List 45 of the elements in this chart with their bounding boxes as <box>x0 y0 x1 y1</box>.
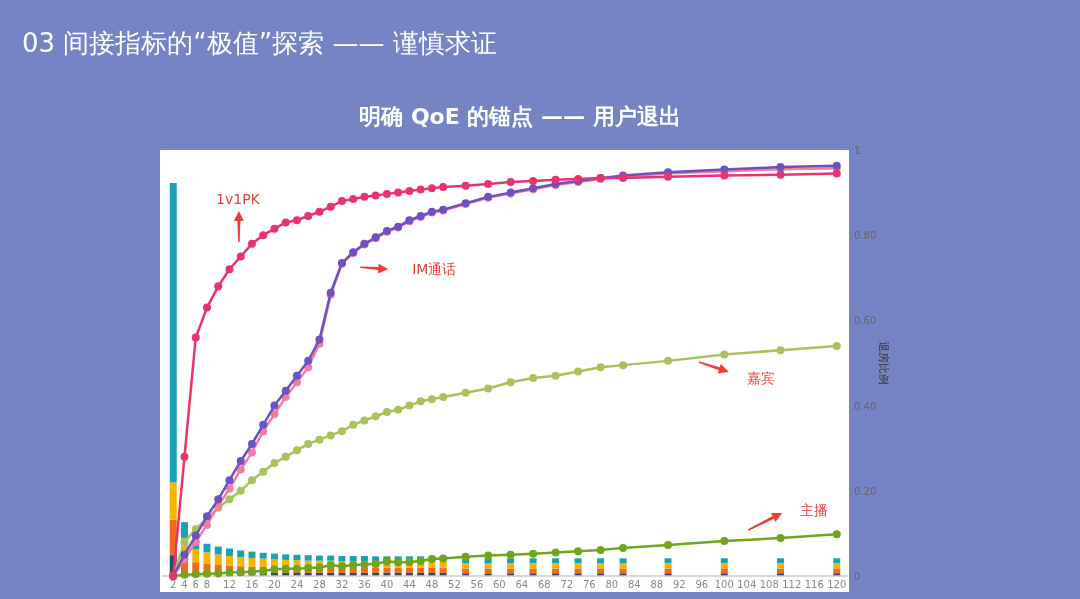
y2-tick-label: 0.80 <box>854 230 877 242</box>
x-tick-label: 36 <box>358 579 371 590</box>
x-tick-label: 64 <box>515 579 529 590</box>
x-tick-label: 6 <box>192 579 199 590</box>
x-tick-label: 76 <box>582 579 596 590</box>
text: IM通话 <box>412 261 457 278</box>
x-tick-label: 8 <box>203 579 211 590</box>
x-tick-label: 12 <box>223 579 236 590</box>
series-label: 主播 <box>800 501 829 518</box>
y2-tick-label: 0.40 <box>854 400 877 412</box>
x-tick-label: 40 <box>380 579 394 590</box>
x-tick-label: 92 <box>672 579 686 590</box>
y2-tick-label: 0.20 <box>854 485 877 497</box>
x-tick-label: 20 <box>268 579 281 590</box>
x-tick-label: 52 <box>448 579 461 590</box>
y2-axis-title: 退房比例 <box>877 341 890 385</box>
series-label: 1v1PK <box>216 190 261 207</box>
x-tick-label: 16 <box>245 579 259 590</box>
x-tick-label: 24 <box>290 579 304 590</box>
y2-tick-label: 0 <box>854 571 861 582</box>
x-tick-label: 68 <box>537 579 551 590</box>
x-tick-label: 116 <box>804 579 824 590</box>
x-tick-label: 4 <box>181 579 188 590</box>
x-tick-label: 120 <box>827 579 847 590</box>
x-tick-label: 48 <box>425 579 439 590</box>
x-tick-label: 100 <box>714 579 734 590</box>
x-tick-label: 80 <box>605 579 619 590</box>
x-tick-label: 32 <box>335 579 349 590</box>
x-tick-label: 88 <box>650 579 664 590</box>
y2-tick-label: 1 <box>854 145 861 156</box>
series-label: 嘉宾 <box>746 369 775 386</box>
y2-tick-label: 0.60 <box>854 315 877 327</box>
x-tick-label: 56 <box>470 579 484 590</box>
chart-title: 03 间接指标的“极值”探索 —— 谨慎求证 <box>22 28 497 58</box>
x-tick-label: 96 <box>695 579 709 590</box>
x-tick-label: 112 <box>782 579 802 590</box>
x-tick-label: 44 <box>403 579 416 590</box>
x-tick-label: 28 <box>313 579 326 590</box>
chart-subtitle: 明确 QoE 的锚点 —— 用户退出 <box>359 104 681 129</box>
x-tick-label: 72 <box>560 579 574 590</box>
x-tick-label: 108 <box>759 579 779 590</box>
x-tick-label: 84 <box>627 579 641 590</box>
x-tick-label: 104 <box>737 579 757 590</box>
x-tick-label: 2 <box>170 579 177 590</box>
x-tick-label: 60 <box>493 579 506 590</box>
